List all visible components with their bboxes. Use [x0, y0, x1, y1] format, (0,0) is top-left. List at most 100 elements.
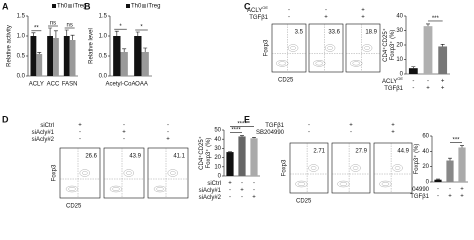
condition-label: SB204990	[401, 187, 430, 193]
x-tick-label: FASN	[62, 82, 78, 88]
condition-sign: +	[324, 15, 328, 21]
contour	[352, 165, 359, 170]
y-tick-label: 30	[214, 146, 221, 152]
y-tick-label: 0.0	[99, 74, 108, 80]
y-tick-label: 40	[214, 137, 221, 143]
contour	[68, 186, 76, 191]
contour	[381, 181, 390, 186]
condition-name: ACLY	[382, 79, 397, 85]
condition-name: ACLY	[247, 8, 262, 14]
annotation: **	[34, 25, 39, 31]
error-bar	[31, 32, 36, 36]
error-bar	[436, 178, 440, 180]
condition-sign: +	[460, 187, 464, 193]
error-bar	[411, 66, 416, 69]
bar	[141, 52, 149, 76]
contour	[327, 46, 333, 51]
condition-name: siAcly#2	[199, 195, 222, 201]
y-tick-label: 1.5	[17, 14, 26, 20]
condition-sign: -	[288, 15, 290, 21]
condition-sign: -	[412, 79, 414, 85]
legend-label: iTreg	[73, 4, 86, 10]
flow-plot	[331, 142, 371, 194]
condition-sign: -	[123, 123, 125, 129]
y-tick-label: 10	[214, 164, 221, 170]
condition-label: TGFβ1	[384, 86, 403, 92]
condition-sign: +	[441, 79, 445, 85]
bar	[134, 36, 142, 76]
error-bar	[122, 48, 127, 52]
condition-sign: -	[427, 79, 429, 85]
condition-sign: -	[437, 194, 439, 200]
flow-value: 3.5	[295, 30, 304, 36]
flow-x-label: CD25	[66, 204, 82, 210]
y-tick-label: 0.5	[17, 54, 26, 60]
condition-sign: +	[441, 86, 445, 92]
condition-sign: +	[252, 195, 256, 201]
panel-label: D	[2, 114, 9, 124]
panel-label: E	[244, 114, 250, 124]
bar	[423, 26, 433, 74]
condition-sign: -	[229, 188, 231, 194]
x-tick-label: OAA	[135, 82, 148, 88]
annotation: ns	[50, 21, 56, 27]
condition-sign: -	[437, 187, 439, 193]
condition-sign: +	[448, 194, 452, 200]
condition-sign: +	[426, 86, 430, 92]
flow-value: 2.71	[313, 149, 325, 155]
condition-sign: -	[308, 130, 310, 136]
contour	[310, 165, 317, 170]
condition-sign: +	[78, 123, 82, 129]
error-bar	[426, 23, 430, 27]
condition-name: TGFβ1	[384, 86, 403, 92]
contour	[392, 164, 403, 172]
condition-name: siAcly#2	[32, 137, 55, 143]
condition-sign: -	[288, 8, 290, 14]
bar	[238, 136, 246, 176]
condition-name: siCtrl	[40, 123, 54, 129]
condition-name: TGFβ1	[265, 123, 284, 129]
bar	[69, 40, 76, 76]
condition-sign: -	[167, 123, 169, 129]
error-bar	[48, 27, 53, 36]
condition-sign: -	[79, 137, 81, 143]
contour	[324, 44, 336, 52]
x-tick-label: ACLY	[29, 82, 44, 88]
error-bar	[53, 30, 58, 38]
contour	[394, 165, 401, 170]
annotation: ****	[237, 122, 247, 128]
contour	[352, 61, 360, 66]
contour	[79, 169, 91, 177]
y-tick-label: 10	[396, 57, 403, 63]
bar	[113, 36, 121, 76]
legend-swatch	[142, 4, 146, 8]
condition-name: TGFβ1	[249, 15, 268, 21]
legend-label: Th0	[57, 4, 68, 10]
contour	[167, 169, 179, 177]
contour	[287, 44, 299, 52]
contour	[339, 181, 348, 186]
error-bar	[114, 30, 119, 36]
y-tick-label: 0.0	[17, 74, 26, 80]
condition-sign: +	[391, 130, 395, 136]
bar	[47, 36, 53, 76]
y-tick-label: 20	[396, 43, 403, 49]
condition-label: TGFβ1	[410, 194, 429, 200]
condition-sign: -	[253, 188, 255, 194]
contour	[315, 61, 323, 66]
contour	[297, 181, 306, 186]
condition-sign: +	[361, 8, 365, 14]
bar	[408, 68, 418, 74]
contour	[313, 60, 326, 67]
flow-value: 43.9	[129, 154, 141, 160]
contour	[278, 61, 286, 66]
contour	[364, 46, 370, 51]
contour	[156, 186, 164, 191]
error-bar	[448, 157, 452, 161]
condition-label: siCtrl	[40, 123, 54, 129]
bar	[438, 46, 448, 74]
contour	[308, 164, 319, 172]
y-tick-label: 50	[214, 128, 221, 134]
y-tick-label: 40	[396, 14, 403, 20]
x-tick-label: Acetyl-CoA	[105, 82, 135, 88]
